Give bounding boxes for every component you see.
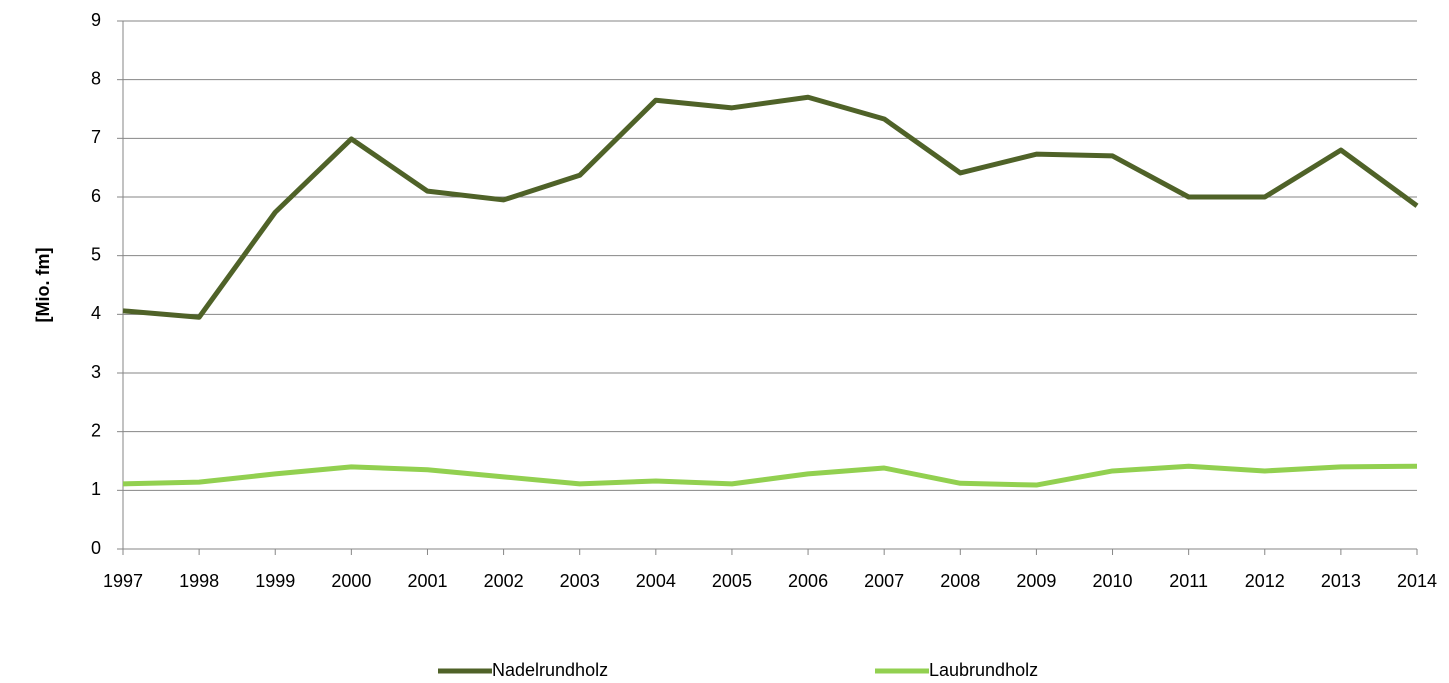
y-tick-label: 2 xyxy=(91,420,101,440)
x-tick-label: 2006 xyxy=(788,571,828,591)
legend-label: Nadelrundholz xyxy=(492,660,608,680)
y-tick-label: 9 xyxy=(91,10,101,30)
x-tick-label: 2008 xyxy=(940,571,980,591)
x-tick-label: 2004 xyxy=(636,571,676,591)
x-tick-label: 1999 xyxy=(255,571,295,591)
x-tick-label: 2000 xyxy=(331,571,371,591)
x-tick-label: 2011 xyxy=(1169,571,1208,591)
x-tick-label: 2012 xyxy=(1245,571,1285,591)
x-tick-label: 1997 xyxy=(103,571,143,591)
x-tick-label: 2001 xyxy=(407,571,447,591)
y-tick-label: 4 xyxy=(91,303,101,323)
y-tick-label: 7 xyxy=(91,127,101,147)
x-tick-label: 1998 xyxy=(179,571,219,591)
series-line xyxy=(122,463,1418,488)
y-tick-label: 8 xyxy=(91,68,101,88)
y-tick-label: 1 xyxy=(91,479,101,499)
x-tick-label: 2007 xyxy=(864,571,904,591)
x-tick-label: 2005 xyxy=(712,571,752,591)
series-line xyxy=(122,94,1419,320)
x-tick-label: 2014 xyxy=(1397,571,1437,591)
x-tick-label: 2003 xyxy=(560,571,600,591)
x-tick-label: 2009 xyxy=(1016,571,1056,591)
legend-label: Laubrundholz xyxy=(929,660,1038,680)
y-tick-label: 3 xyxy=(91,362,101,382)
y-tick-label: 0 xyxy=(91,538,101,558)
y-axis-label: [Mio. fm] xyxy=(33,248,53,323)
x-tick-label: 2013 xyxy=(1321,571,1361,591)
y-tick-label: 5 xyxy=(91,244,101,264)
x-tick-label: 2002 xyxy=(484,571,524,591)
x-tick-label: 2010 xyxy=(1093,571,1133,591)
y-tick-label: 6 xyxy=(91,186,101,206)
